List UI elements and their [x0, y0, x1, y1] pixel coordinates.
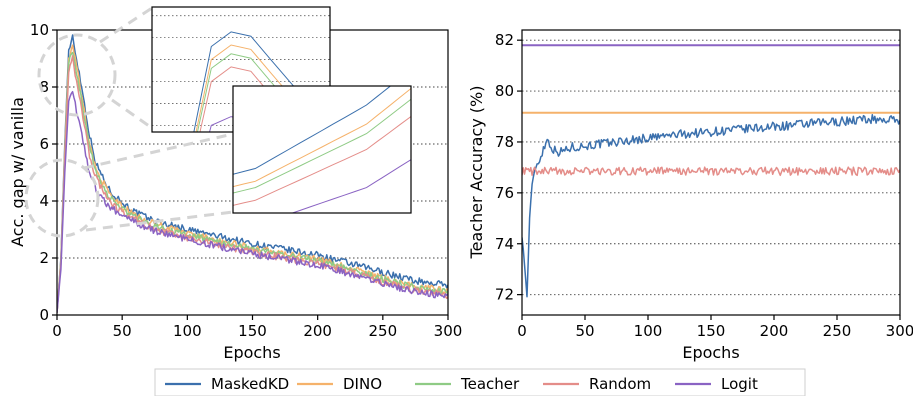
y-tick-label: 4	[39, 192, 49, 210]
series-line-random	[57, 55, 448, 313]
y-tick-label: 2	[39, 249, 49, 267]
legend-item-teacher: Teacher	[415, 375, 520, 393]
zoom-indicators	[24, 6, 234, 238]
inset-line-dino	[233, 88, 411, 188]
right-ticks: 72 74 76 78 80 82 0 50 100 150 200 250 300	[495, 31, 913, 340]
inset-decay	[232, 85, 412, 214]
x-tick-label: 200	[303, 322, 332, 340]
legend-label: Teacher	[460, 375, 520, 393]
x-tick-label: 50	[575, 322, 594, 340]
x-tick-label: 150	[697, 322, 726, 340]
left-y-axis-label: Acc. gap w/ vanilla	[8, 97, 27, 247]
legend-label: MaskedKD	[211, 375, 289, 393]
right-series-group	[522, 44, 900, 298]
series-line-logit	[57, 90, 448, 313]
legend-item-random: Random	[543, 375, 651, 393]
left-series-group	[57, 34, 448, 313]
y-tick-label: 8	[39, 78, 49, 96]
legend-label: Random	[589, 375, 651, 393]
zoom-connector	[111, 98, 153, 130]
inset-line-maskedkd	[233, 86, 392, 175]
y-tick-label: 82	[495, 31, 514, 49]
x-tick-label: 50	[113, 322, 132, 340]
inset-peak	[151, 6, 331, 133]
left-x-axis-label: Epochs	[223, 343, 280, 362]
zoom-ellipse-peak	[37, 33, 117, 117]
zoom-connector	[85, 210, 234, 232]
inset-decay-lines	[233, 86, 411, 213]
x-tick-label: 300	[434, 322, 463, 340]
zoom-connector	[99, 6, 153, 44]
legend-frame	[154, 368, 806, 396]
zoom-ellipse-decay	[24, 158, 100, 238]
right-y-axis-label: Teacher Accuracy (%)	[467, 86, 486, 260]
legend-label: Logit	[721, 375, 758, 393]
x-tick-label: 250	[823, 322, 852, 340]
x-tick-label: 150	[238, 322, 267, 340]
right-x-axis-label: Epochs	[682, 343, 739, 362]
x-tick-label: 0	[52, 322, 62, 340]
y-tick-label: 0	[39, 306, 49, 324]
y-tick-label: 6	[39, 135, 49, 153]
legend: MaskedKD DINO Teacher Random Logit	[154, 368, 806, 396]
x-tick-label: 200	[760, 322, 789, 340]
y-tick-label: 74	[495, 235, 514, 253]
legend-item-maskedkd: MaskedKD	[165, 375, 289, 393]
x-tick-label: 0	[517, 322, 527, 340]
inset-line-teacher	[233, 98, 411, 194]
inset-line-logit	[290, 159, 411, 213]
zoom-connector	[83, 132, 234, 170]
right-gridlines	[522, 39, 900, 296]
y-tick-label: 76	[495, 184, 514, 202]
y-tick-label: 78	[495, 133, 514, 151]
inset-line-random	[233, 116, 411, 206]
legend-item-dino: DINO	[297, 375, 382, 393]
legend-label: DINO	[343, 375, 382, 393]
x-tick-label: 100	[634, 322, 663, 340]
y-tick-label: 72	[495, 286, 514, 304]
series-line-maskedkd	[522, 114, 900, 298]
y-tick-label: 80	[495, 82, 514, 100]
x-tick-label: 300	[886, 322, 913, 340]
right-chart: 72 74 76 78 80 82 0 50 100 150 200 250 300 Epochs Te…	[467, 29, 913, 362]
x-tick-label: 250	[369, 322, 398, 340]
y-tick-label: 10	[30, 21, 49, 39]
series-line-teacher	[57, 51, 448, 313]
series-line-random	[522, 166, 900, 177]
legend-item-logit: Logit	[675, 375, 758, 393]
x-tick-label: 100	[173, 322, 202, 340]
